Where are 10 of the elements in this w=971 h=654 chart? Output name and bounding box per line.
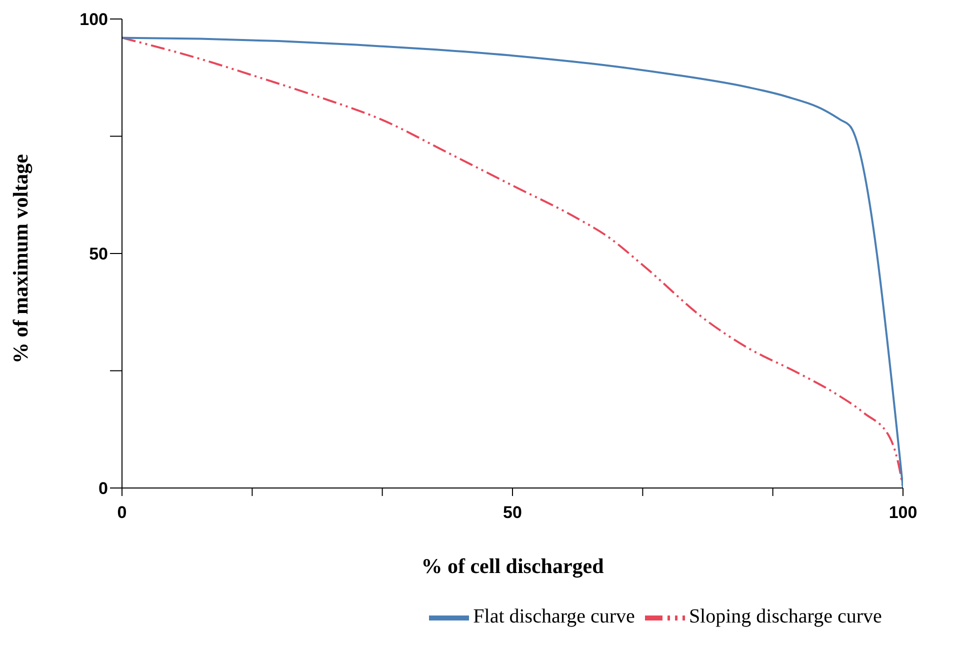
legend-label: Sloping discharge curve — [688, 606, 882, 628]
x-tick-label: 100 — [888, 503, 918, 522]
x-axis-title: % of cell discharged — [421, 554, 604, 578]
y-tick-label: 50 — [89, 244, 108, 264]
y-axis-title: % of maximum voltage — [8, 154, 32, 364]
x-tick-label: 50 — [503, 503, 522, 522]
y-tick-label: 0 — [98, 479, 108, 498]
legend-label: Flat discharge curve — [473, 606, 635, 628]
x-tick-label: 0 — [117, 503, 127, 522]
y-tick-label: 100 — [80, 10, 108, 30]
